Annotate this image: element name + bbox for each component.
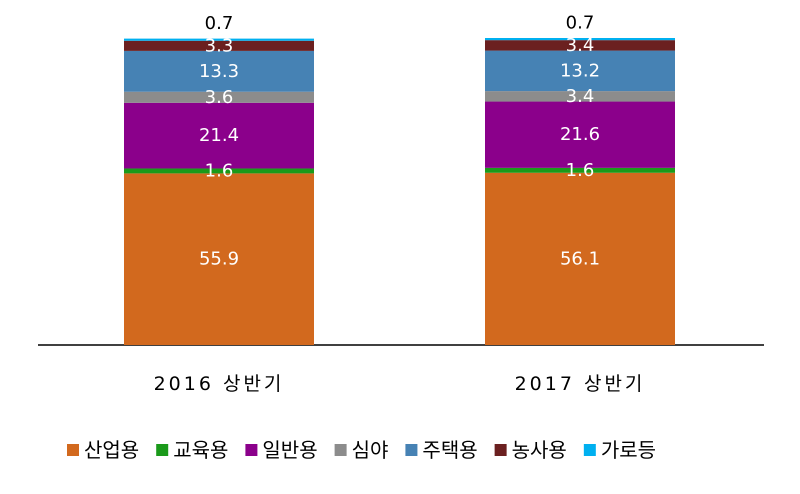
data-label-1-6: 3.3 [205,35,234,56]
legend-swatch-5 [405,444,418,456]
legend-swatch-6 [494,444,507,456]
legend-swatch-7 [583,444,596,456]
legend-label-6: 농사용 [512,438,567,462]
data-label-1-1: 55.9 [199,249,239,270]
bar-segment-1-3 [124,102,314,169]
bar-segment-1-5 [124,50,314,92]
legend-swatch-3 [245,444,258,456]
bar-segment-2-7 [485,38,675,41]
data-label-1-2: 1.6 [205,160,234,181]
data-label-2-5: 13.2 [560,60,600,81]
data-label-1-3: 21.4 [199,125,239,146]
bar-segment-2-2 [485,167,675,173]
bar-segment-2-5 [485,50,675,92]
data-label-2-6: 3.4 [566,35,595,56]
data-label-1-4: 3.6 [205,87,234,108]
data-label-2-3: 21.6 [560,124,600,145]
category-label-1: 2016 상반기 [154,373,285,395]
category-labels-layer: 2016 상반기 2017 상반기 [154,373,646,395]
legend-label-2: 교육용 [173,438,228,462]
data-label-2-7: 0.7 [566,13,595,34]
data-label-2-1: 56.1 [560,248,600,269]
bar-segment-1-1 [124,173,314,345]
data-label-2-4: 3.4 [566,86,595,107]
bar-segment-1-6 [124,40,314,51]
bar-segment-1-4 [124,91,314,103]
bar-segment-2-3 [485,101,675,168]
legend-label-1: 산업용 [84,438,139,462]
bar-segment-2-4 [485,91,675,102]
data-label-1-5: 13.3 [199,61,239,82]
bar-segment-2-6 [485,40,675,51]
data-label-1-7: 0.7 [205,13,234,34]
legend-swatch-1 [67,444,79,456]
legend-label-3: 일반용 [262,438,317,462]
legend-swatch-2 [156,444,169,456]
legend: 산업용 교육용 일반용 심야 주택용 농사용 가로등 [67,438,656,462]
category-label-2: 2017 상반기 [515,373,646,395]
legend-label-5: 주택용 [422,438,477,462]
bars-layer [124,38,675,345]
data-label-2-2: 1.6 [566,160,595,181]
data-labels-layer: 55.91.621.43.613.33.30.756.11.621.63.413… [199,13,600,270]
bar-segment-1-7 [124,38,314,41]
bar-segment-2-1 [485,172,675,345]
legend-swatch-4 [334,444,347,456]
bar-segment-1-2 [124,168,314,174]
legend-label-7: 가로등 [601,438,656,462]
legend-label-4: 심야 [352,438,389,462]
